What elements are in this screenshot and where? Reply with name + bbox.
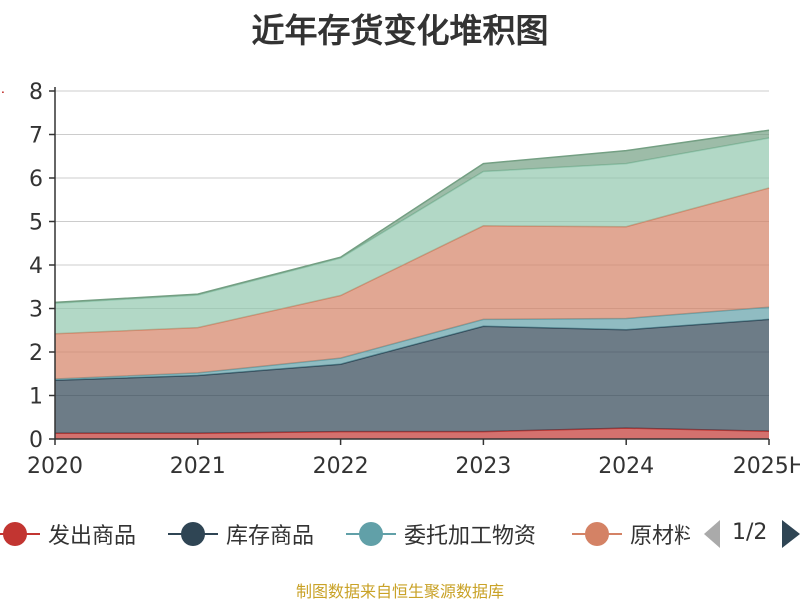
y-tick-label: 8 [29,80,43,105]
area-line-series-5 [54,129,770,304]
y-tick-label: 0 [29,428,43,453]
legend-label: 发出商品 [48,524,137,549]
legend-marker-icon [0,512,40,556]
legend-label: 库存商品 [226,524,315,549]
y-tick-label: 6 [29,167,43,192]
y-tick-label: 3 [29,298,43,323]
pager-next-icon[interactable] [782,520,800,548]
legend-marker-icon [346,512,396,556]
x-tick-label: 2022 [313,454,369,479]
legend-marker-icon [572,512,622,556]
x-tick-labels: 2020 2021 2022 2023 2024 2025H [27,454,800,479]
area-series-0 [55,428,769,439]
y-tick-label: 7 [29,124,43,149]
area-series-5 [55,130,769,304]
axes [49,87,770,445]
y-tick-label: 1 [29,385,43,410]
area-series-2 [55,307,769,381]
legend-pager: 1/2 [700,512,800,556]
pager-prev-icon[interactable] [704,520,720,548]
y-tick-label: 4 [29,254,43,279]
chart-title: 近年存货变化堆积图 [251,11,549,50]
x-tick-label: 2024 [598,454,654,479]
legend-marker-icon [168,512,218,556]
y-tick-label: 2 [29,341,43,366]
x-tick-label: 2020 [27,454,83,479]
legend-item[interactable]: 发出商品 [0,512,136,556]
x-tick-label: 2025H [733,454,800,479]
legend-item[interactable]: 委托加工物资 [346,512,536,556]
legend-label: 原材料 [630,524,690,549]
area-series-4 [55,138,769,334]
y-tick-labels: 0 1 2 3 4 5 6 7 8 [29,80,43,453]
x-tick-label: 2021 [170,454,226,479]
pager-text: 1/2 [732,520,768,545]
y-axis-label-clipped: · [0,90,10,95]
area-series-3 [55,188,769,379]
data-source-footer: 制图数据来自恒生聚源数据库 [295,582,504,601]
area-series-1 [55,319,769,434]
legend-items: 发出商品 库存商品 委托加工物资 原材料 [0,512,690,556]
series-areas [54,129,770,439]
legend-label: 委托加工物资 [404,524,537,549]
x-tick-label: 2023 [455,454,511,479]
y-tick-label: 5 [29,211,43,236]
legend: 发出商品 库存商品 委托加工物资 原材料 [0,512,800,556]
legend-item[interactable]: 库存商品 [168,512,314,556]
legend-item[interactable]: 原材料 [572,512,690,556]
